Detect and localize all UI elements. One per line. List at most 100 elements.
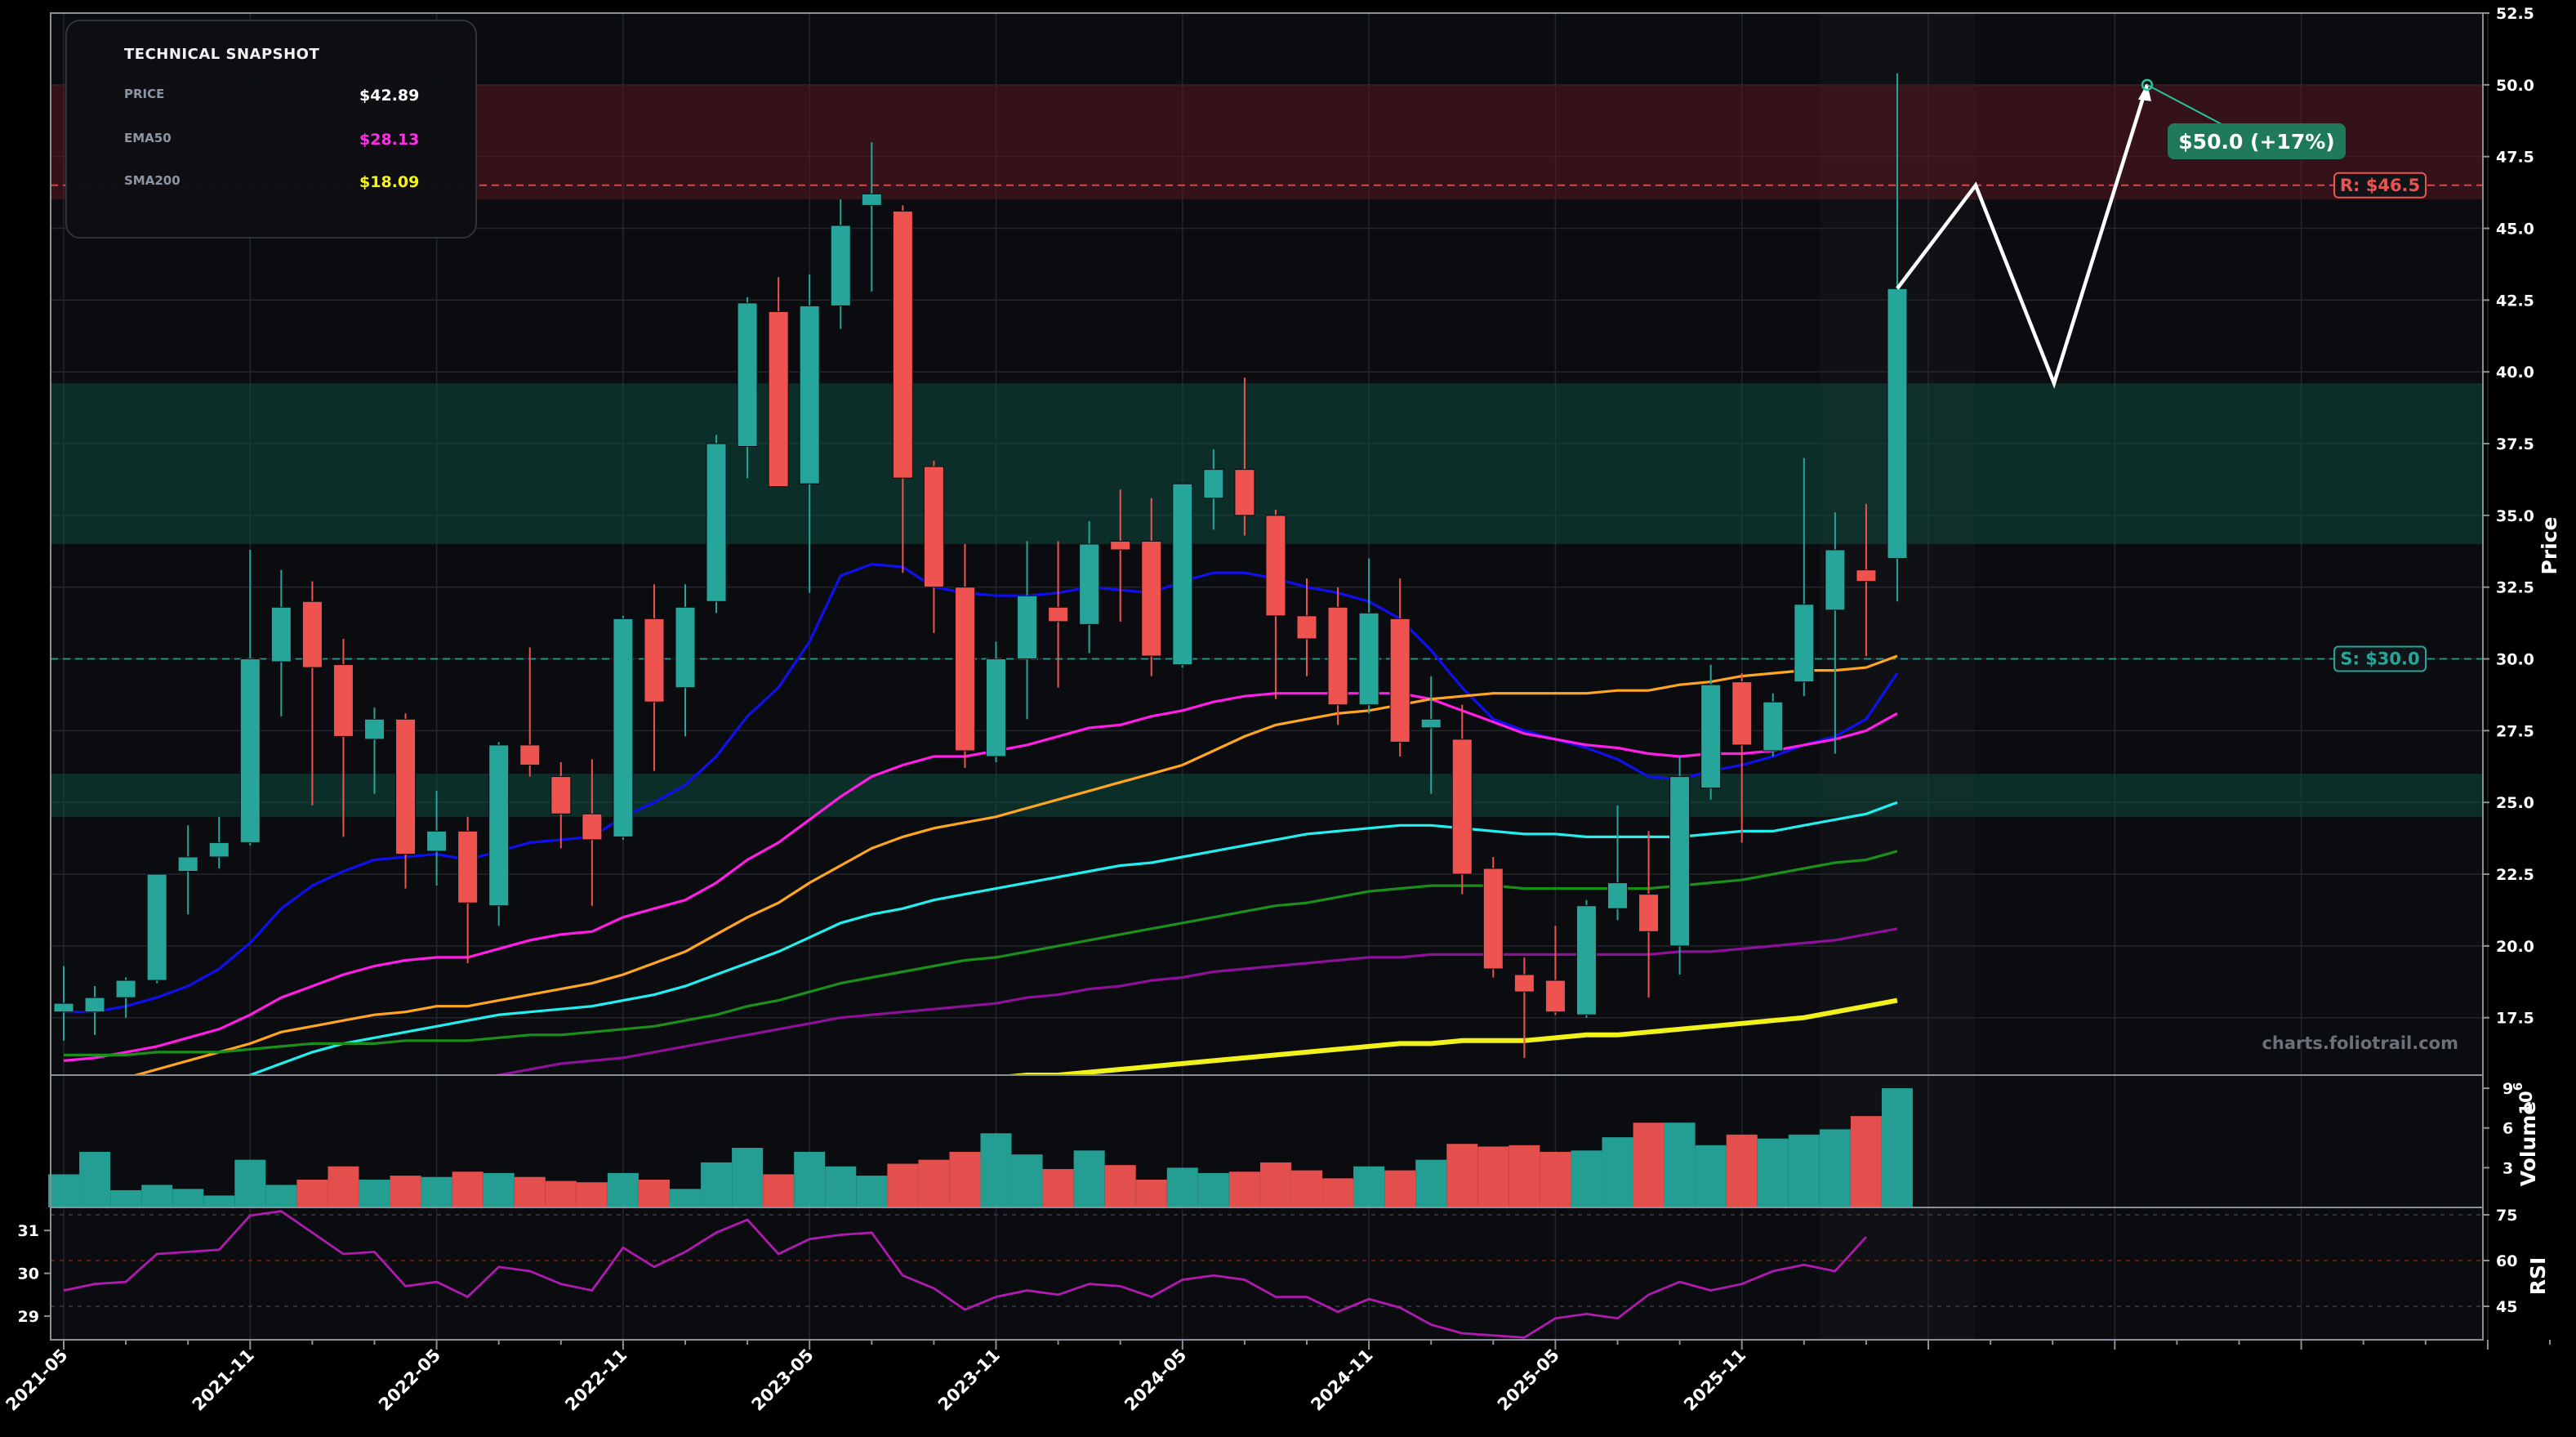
- volume-bar: [296, 1179, 328, 1207]
- candle-body: [146, 873, 167, 981]
- snapshot-price-label: PRICE: [124, 87, 165, 101]
- volume-bar: [1819, 1129, 1851, 1207]
- candle-body: [1017, 595, 1038, 660]
- price-tick-label: 47.5: [2496, 149, 2534, 167]
- candle-body: [1482, 868, 1504, 970]
- volume-bar: [856, 1176, 888, 1207]
- price-axis-label: Price: [2538, 517, 2561, 575]
- candle-body: [1265, 515, 1286, 617]
- snapshot-ema50-label: EMA50: [124, 131, 172, 145]
- candle-body: [799, 305, 820, 484]
- volume-bar: [1166, 1167, 1198, 1207]
- volume-bar: [1197, 1172, 1229, 1207]
- price-tick-label: 30.0: [2496, 651, 2534, 669]
- candle-body: [115, 980, 136, 998]
- rsi-axis-label: RSI: [2526, 1257, 2550, 1296]
- ema-blue-line: [64, 562, 1899, 1014]
- volume-bar: [638, 1179, 670, 1207]
- volume-bar: [1042, 1168, 1074, 1207]
- candle-body: [426, 830, 448, 852]
- volume-bar: [1415, 1159, 1447, 1207]
- candle-body: [84, 997, 105, 1013]
- volume-bar: [1757, 1138, 1789, 1207]
- candle-body: [1513, 974, 1535, 993]
- candle-body: [892, 210, 913, 479]
- rsi-right-tick-label: 75: [2496, 1207, 2517, 1225]
- volume-bar: [918, 1159, 950, 1207]
- candle-body: [1700, 684, 1722, 789]
- volume-bar: [1633, 1122, 1665, 1207]
- volume-bar: [452, 1171, 484, 1207]
- volume-bar: [514, 1176, 546, 1207]
- candle-body: [1420, 718, 1442, 729]
- candle-body: [1234, 469, 1255, 516]
- price-tick-label: 40.0: [2496, 364, 2534, 382]
- volume-tick-label: 6: [2502, 1120, 2513, 1138]
- volume-bar: [1602, 1137, 1633, 1207]
- rsi-right-tick-label: 45: [2496, 1298, 2517, 1316]
- volume-bar: [172, 1189, 204, 1207]
- candle-body: [177, 856, 198, 872]
- volume-bar: [1446, 1144, 1478, 1207]
- candle-body: [1141, 540, 1162, 657]
- candle-body: [644, 618, 665, 703]
- snapshot-ema50-value: $28.13: [359, 131, 420, 149]
- volume-bar: [1322, 1178, 1354, 1207]
- volume-bar: [887, 1163, 919, 1207]
- chart-frame: [50, 12, 2484, 1341]
- volume-bar: [1726, 1134, 1758, 1207]
- candle-body: [1607, 882, 1628, 909]
- volume-bar: [825, 1166, 857, 1207]
- snapshot-title: TECHNICAL SNAPSHOT: [124, 46, 320, 63]
- price-tick-label: 22.5: [2496, 866, 2534, 884]
- price-tick-label: 50.0: [2496, 77, 2534, 95]
- price-tick-label: 17.5: [2496, 1010, 2534, 1028]
- support-zone: [51, 774, 2483, 817]
- volume-bar: [79, 1151, 111, 1207]
- forecast-target-marker: [2141, 78, 2154, 91]
- candle-body: [239, 658, 261, 843]
- volume-bar: [1540, 1151, 1571, 1207]
- candle-body: [1763, 701, 1784, 752]
- volume-bar: [328, 1166, 359, 1207]
- candle-body: [395, 718, 417, 855]
- volume-multiplier-base: 10: [2516, 1091, 2536, 1114]
- price-tick-label: 52.5: [2496, 5, 2534, 23]
- volume-bar: [1788, 1134, 1820, 1207]
- candle-body: [1731, 681, 1753, 746]
- candle-body: [923, 466, 944, 588]
- volume-bar: [545, 1180, 577, 1207]
- forecast-target-leader: [2146, 83, 2222, 125]
- price-tick-label: 37.5: [2496, 435, 2534, 453]
- candle-body: [1451, 739, 1473, 875]
- technical-snapshot-panel: TECHNICAL SNAPSHOT PRICE $42.89 EMA50 $2…: [65, 20, 477, 239]
- volume-bar: [670, 1189, 701, 1207]
- candle-body: [1203, 469, 1224, 499]
- volume-bar: [1228, 1171, 1260, 1207]
- candle-body: [861, 193, 882, 206]
- resistance-level-label: R: $46.5: [2340, 176, 2420, 195]
- candle-body: [768, 310, 789, 488]
- candle-body: [582, 813, 603, 841]
- volume-bar: [1353, 1166, 1385, 1207]
- volume-bar: [949, 1151, 981, 1207]
- volume-bar: [1695, 1145, 1727, 1207]
- price-tick-label: 35.0: [2496, 507, 2534, 525]
- candle-body: [1079, 543, 1100, 625]
- volume-bar: [1664, 1122, 1696, 1207]
- volume-bar: [359, 1179, 390, 1207]
- rsi-right-tick-label: 60: [2496, 1252, 2517, 1270]
- sma200-line: [1000, 997, 1898, 1075]
- candle-body: [1794, 604, 1815, 683]
- candle-body: [675, 606, 696, 689]
- volume-bar: [1104, 1165, 1136, 1207]
- candle-body: [737, 302, 758, 448]
- volume-bar: [110, 1189, 142, 1207]
- candle-body: [1887, 288, 1908, 560]
- candle-body: [457, 830, 479, 904]
- volume-bar: [1477, 1146, 1509, 1207]
- volume-bar: [1384, 1170, 1416, 1207]
- rsi-left-tick-label: 30: [18, 1265, 39, 1283]
- volume-bar: [141, 1185, 173, 1207]
